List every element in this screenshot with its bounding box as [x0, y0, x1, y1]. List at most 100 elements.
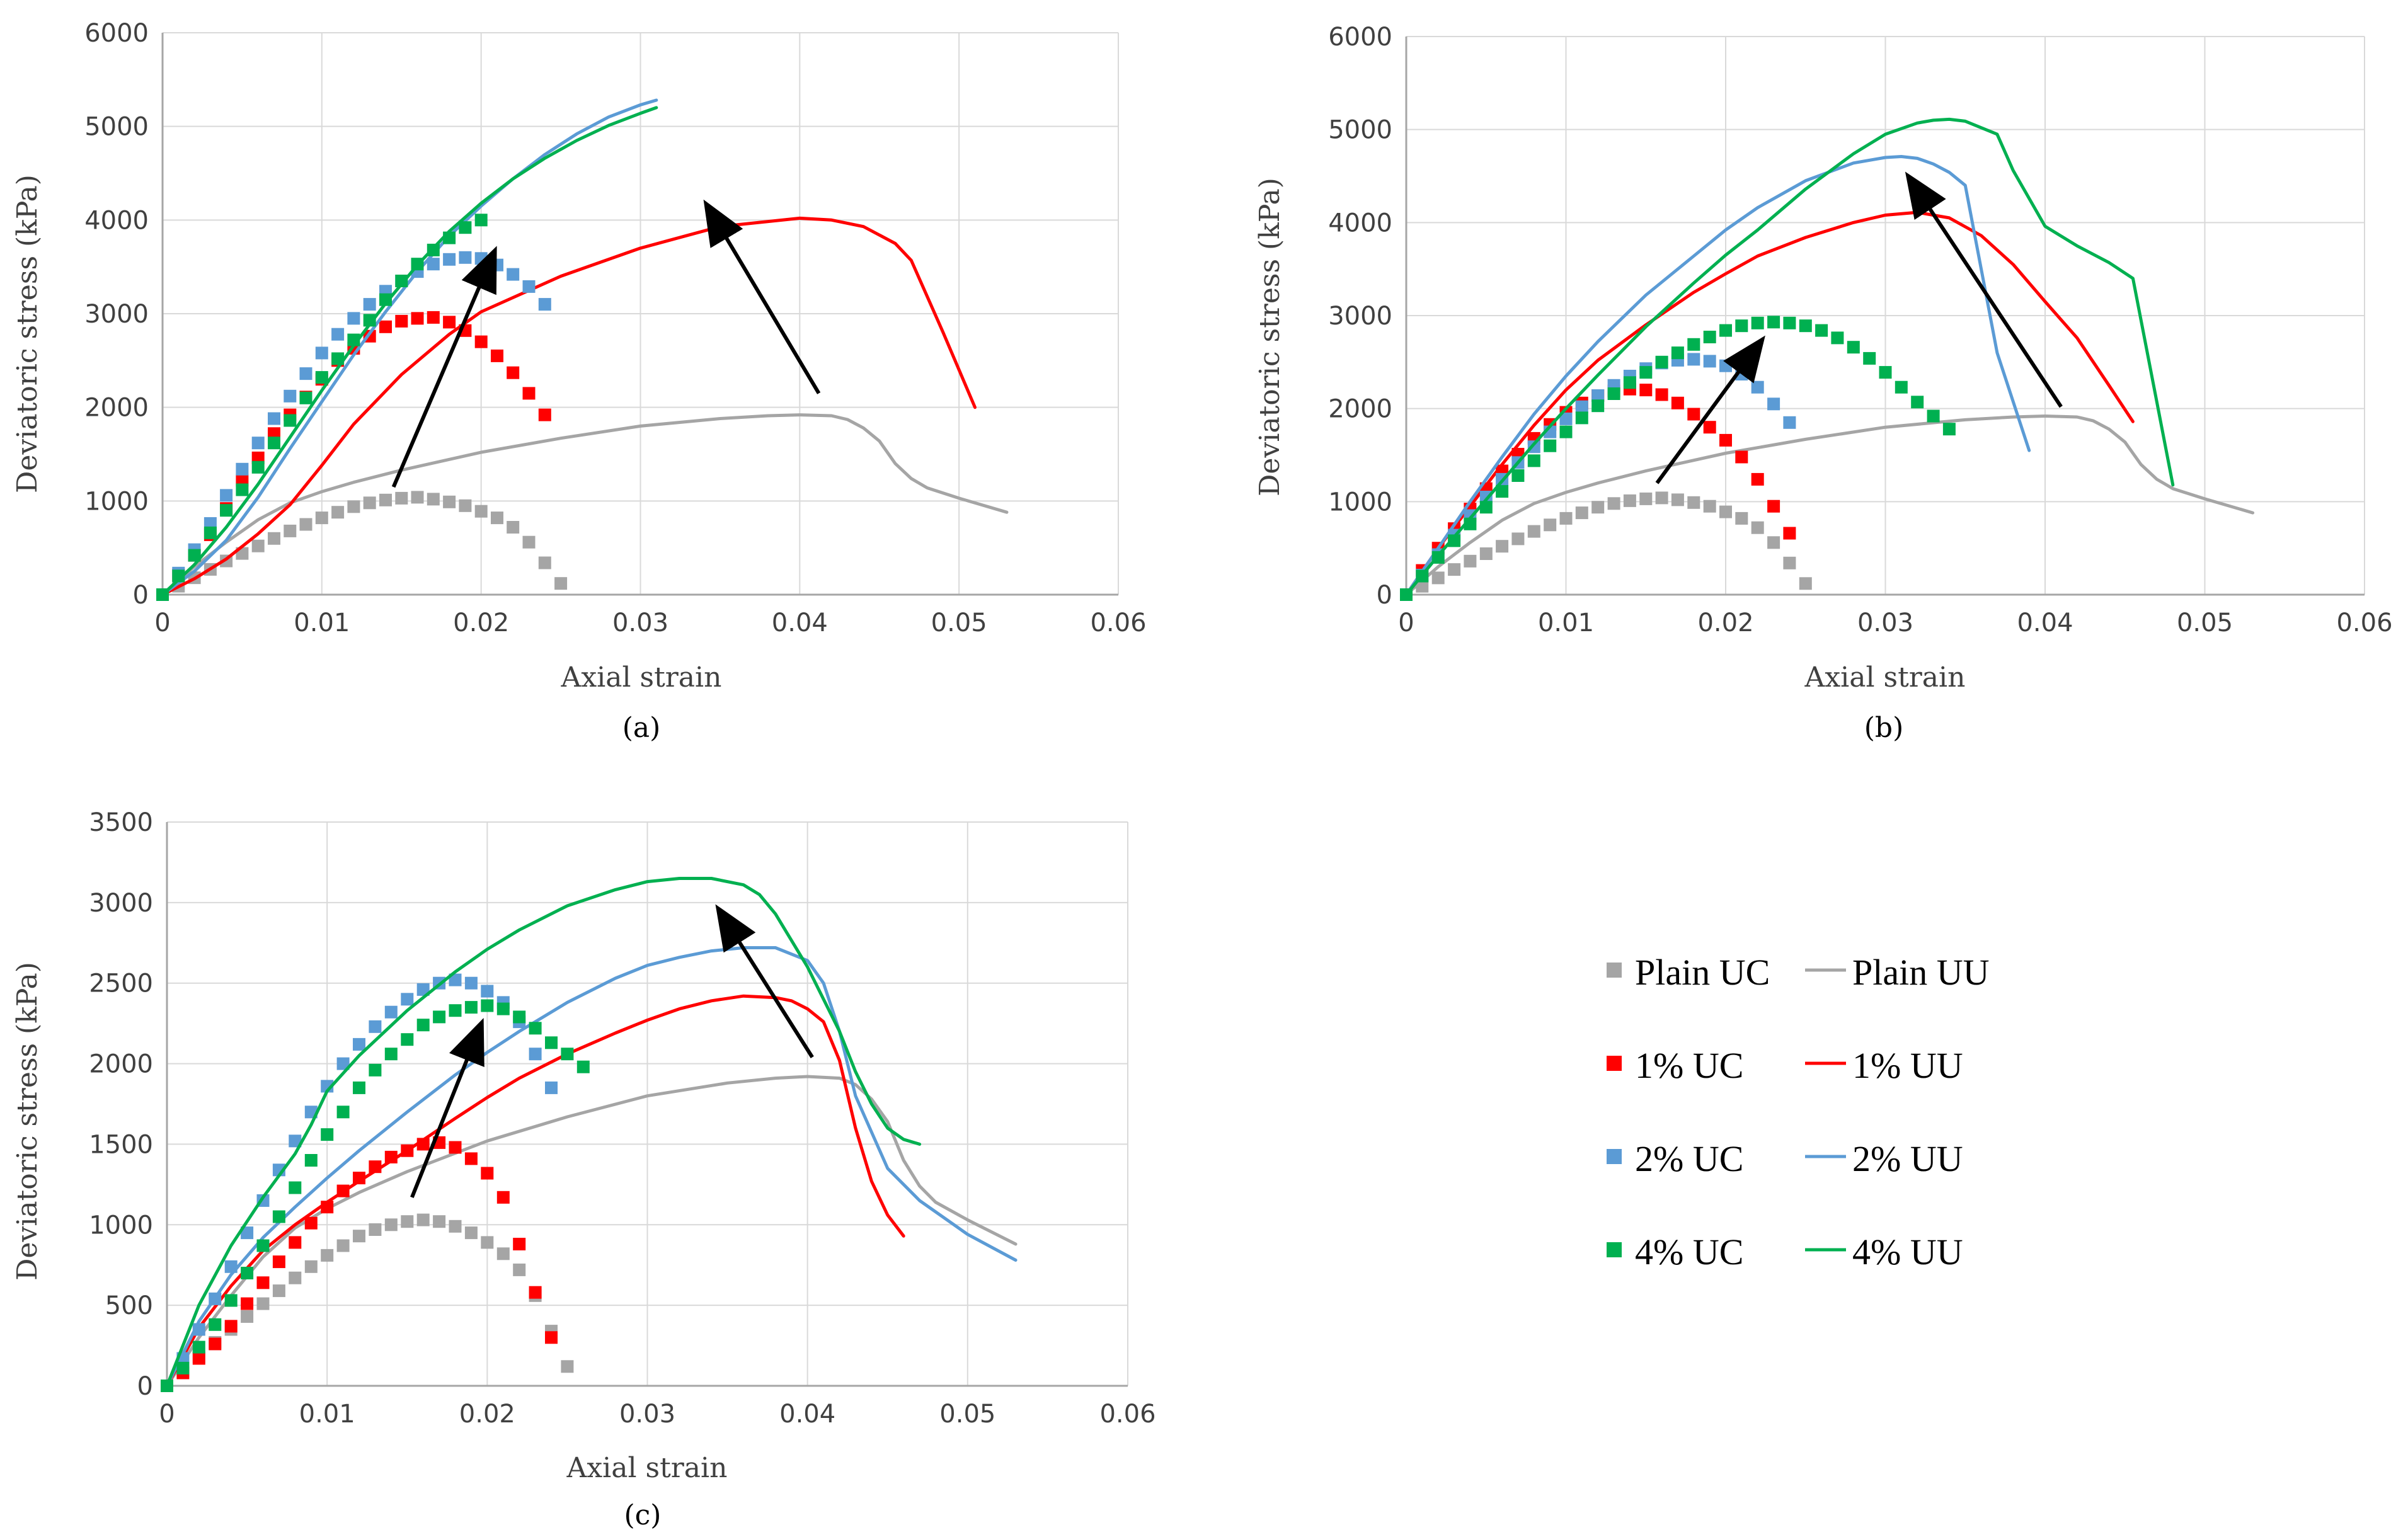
- data-point-4pct-uc: [241, 1267, 254, 1279]
- axes: [1405, 37, 2365, 596]
- series-line-1pct-uu: [165, 994, 905, 1388]
- data-point-2pct-uc: [363, 298, 376, 311]
- data-point-4pct-uc: [363, 314, 376, 327]
- data-point-4pct-uc: [545, 1036, 558, 1049]
- data-point-plain-uc: [321, 1248, 334, 1262]
- axes: [166, 822, 1128, 1387]
- data-point-4pct-uc: [474, 214, 488, 227]
- data-point-plain-uc: [1544, 518, 1557, 532]
- data-point-2pct-uc: [464, 976, 478, 990]
- data-point-4pct-uc: [529, 1022, 542, 1035]
- arrows: [391, 199, 821, 488]
- data-point-plain-uc: [304, 1260, 318, 1273]
- x-tick-label: 0.05: [931, 609, 987, 637]
- axes: [161, 33, 1118, 596]
- data-point-2pct-uc: [299, 367, 312, 380]
- data-point-2pct-uc: [1687, 353, 1700, 366]
- data-point-1pct-uc: [443, 316, 456, 329]
- data-point-plain-uc: [433, 1215, 446, 1228]
- data-point-plain-uc: [1448, 563, 1461, 576]
- data-point-4pct-uc: [1671, 346, 1684, 360]
- data-point-4pct-uc: [256, 1239, 270, 1252]
- data-point-2pct-uc: [1751, 380, 1764, 394]
- data-point-4pct-uc: [251, 460, 265, 474]
- data-point-4pct-uc: [1863, 351, 1876, 365]
- data-point-4pct-uc: [1639, 366, 1653, 379]
- data-point-plain-uc: [1655, 491, 1668, 505]
- data-point-4pct-uc: [496, 1002, 510, 1015]
- x-tick-label: 0.06: [2336, 609, 2392, 637]
- data-point-4pct-uc: [353, 1081, 365, 1094]
- x-axis-title: Axial strain: [561, 661, 722, 694]
- data-point-1pct-uc: [513, 1238, 526, 1250]
- data-point-plain-uc: [464, 1226, 478, 1240]
- data-point-plain-uc: [347, 500, 360, 513]
- data-point-1pct-uc: [1687, 408, 1700, 421]
- data-point-4pct-uc: [1527, 454, 1540, 467]
- data-point-plain-uc: [336, 1239, 350, 1252]
- series-line-1pct-uu: [161, 216, 977, 597]
- data-point-2pct-uc: [284, 389, 297, 403]
- x-tick-label: 0.01: [294, 609, 350, 637]
- y-tick-label: 2000: [89, 1050, 153, 1079]
- data-point-2pct-uc: [1783, 416, 1796, 429]
- data-point-4pct-uc: [1511, 469, 1525, 482]
- tick-labels: 0 0.01 0.02 0.03 0.04 0.05 0.06 0 500 1000 1500 200…: [89, 808, 1155, 1429]
- x-tick-label: 0.05: [939, 1400, 995, 1429]
- data-point-plain-uc: [481, 1236, 494, 1249]
- data-point-plain-uc: [284, 524, 297, 537]
- data-point-4pct-uc: [321, 1128, 334, 1141]
- data-point-2pct-uc: [491, 258, 503, 271]
- x-tick-label: 0.05: [2177, 609, 2233, 637]
- data-point-4pct-uc: [1687, 338, 1700, 351]
- data-point-2pct-uc: [347, 312, 360, 325]
- data-point-4pct-uc: [1895, 380, 1908, 394]
- grid: [163, 32, 1119, 595]
- y-tick-label: 4000: [1328, 209, 1392, 237]
- data-point-1pct-uc: [449, 1141, 462, 1154]
- data-point-plain-uc: [315, 511, 328, 525]
- data-point-4pct-uc: [1655, 355, 1668, 369]
- y-tick-label: 2500: [89, 969, 153, 998]
- data-point-4pct-uc: [1911, 396, 1924, 409]
- series-line-2pct-uu: [165, 946, 1018, 1388]
- data-point-1pct-uc: [1639, 384, 1653, 397]
- data-point-4pct-uc: [1767, 316, 1780, 329]
- data-point-plain-uc: [1575, 506, 1588, 520]
- data-point-plain-uc: [379, 493, 392, 506]
- x-tick-label: 0.02: [453, 609, 509, 637]
- data-point-plain-uc: [538, 556, 551, 569]
- x-tick-label: 0: [154, 609, 170, 637]
- data-point-4pct-uc: [1831, 331, 1844, 345]
- x-tick-label: 0: [159, 1400, 175, 1429]
- trend-arrow: [391, 246, 497, 488]
- data-point-4pct-uc: [369, 1063, 382, 1077]
- x-axis-title: Axial strain: [1804, 661, 1966, 694]
- y-tick-label: 2000: [84, 394, 149, 423]
- data-point-1pct-uc: [1767, 500, 1780, 513]
- trend-arrow: [1655, 335, 1765, 484]
- data-point-4pct-uc: [433, 1010, 446, 1024]
- legend-marker-2pct-uc: [1607, 1149, 1622, 1164]
- data-point-4pct-uc: [220, 504, 233, 517]
- data-point-4pct-uc: [224, 1294, 238, 1307]
- x-tick-label: 0.06: [1090, 609, 1146, 637]
- data-point-plain-uc: [1431, 571, 1445, 585]
- x-tick-label: 0: [1398, 609, 1414, 637]
- data-point-4pct-uc: [1799, 319, 1812, 333]
- data-point-1pct-uc: [224, 1320, 238, 1333]
- series: [161, 877, 1018, 1392]
- data-point-plain-uc: [1783, 556, 1796, 569]
- data-point-4pct-uc: [384, 1048, 398, 1061]
- data-point-plain-uc: [384, 1218, 398, 1231]
- y-tick-label: 3000: [84, 300, 149, 329]
- x-tick-label: 0.03: [612, 609, 668, 637]
- data-point-1pct-uc: [538, 408, 551, 421]
- data-point-4pct-uc: [513, 1010, 526, 1024]
- data-point-plain-uc: [1607, 497, 1620, 510]
- trend-arrow: [703, 199, 821, 394]
- y-tick-label: 1000: [89, 1211, 153, 1240]
- data-point-1pct-uc: [1719, 433, 1732, 447]
- data-point-4pct-uc: [336, 1106, 350, 1119]
- series-line-2pct-uu: [161, 98, 658, 597]
